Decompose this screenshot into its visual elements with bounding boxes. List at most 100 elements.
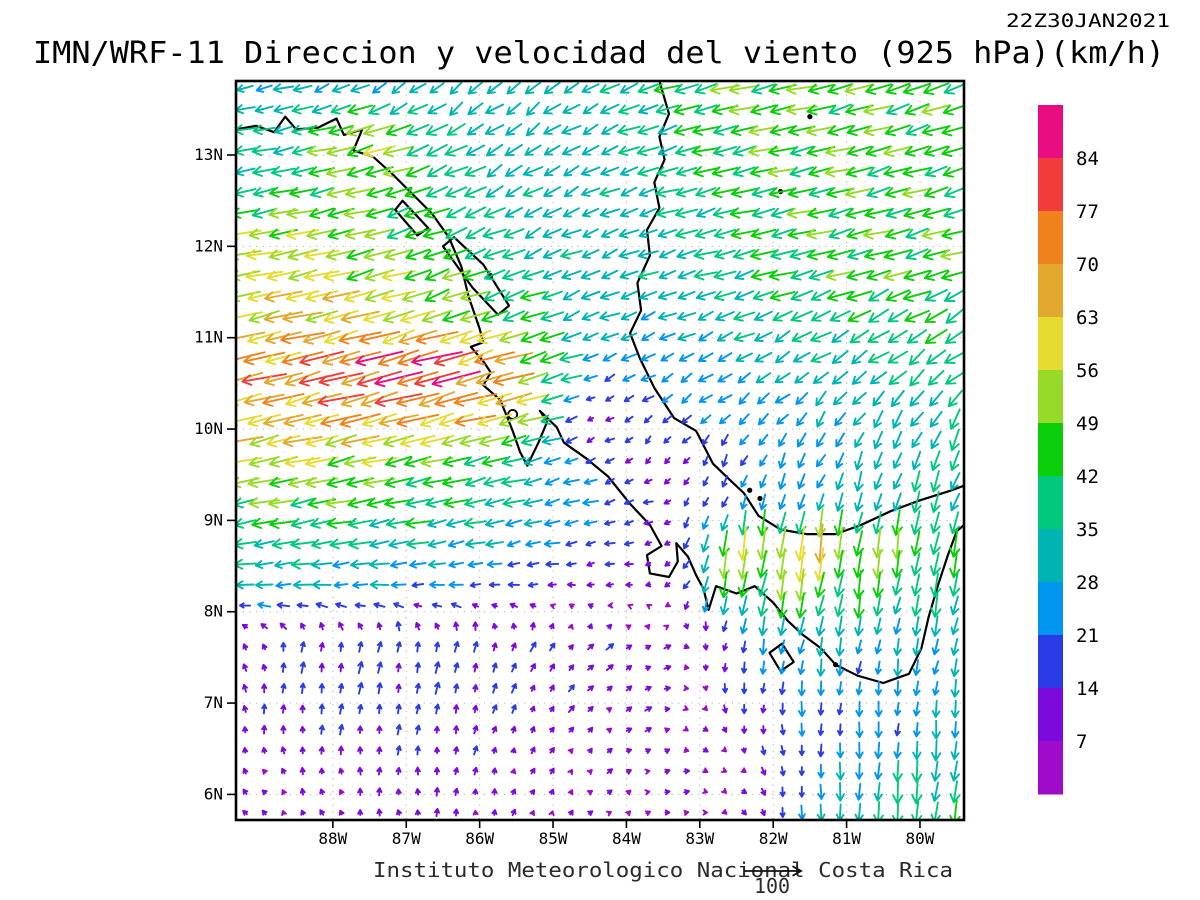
wind-vector	[291, 104, 314, 115]
wind-vector	[863, 104, 894, 116]
wind-vector	[543, 103, 562, 115]
wind-vector	[567, 748, 574, 755]
wind-vector	[890, 389, 905, 408]
wind-vector	[846, 124, 873, 137]
wind-vector	[719, 414, 731, 425]
wind-vector	[677, 332, 696, 342]
wind-vector	[525, 539, 541, 548]
wind-vector	[581, 249, 600, 259]
wind-vector	[273, 145, 294, 156]
wind-vector	[815, 454, 827, 468]
wind-vector	[562, 310, 580, 322]
wind-vector	[644, 768, 651, 775]
wind-vector	[434, 391, 479, 408]
wind-vector	[797, 473, 806, 490]
wind-vector	[700, 414, 712, 425]
wind-vector	[884, 228, 911, 240]
wind-vector	[366, 497, 393, 509]
wind-vector	[299, 350, 345, 367]
wind-vector	[779, 807, 786, 818]
wind-vector	[941, 270, 964, 282]
wind-vector	[868, 288, 889, 302]
wind-vector	[757, 594, 769, 617]
wind-vector	[941, 125, 964, 137]
wind-vector	[478, 435, 511, 448]
wind-vector	[433, 807, 441, 818]
wind-vector	[268, 497, 299, 509]
wind-vector	[910, 411, 924, 427]
wind-vector	[433, 766, 441, 776]
wind-vector	[520, 331, 546, 344]
wind-vector	[567, 623, 574, 630]
wind-vector	[299, 641, 306, 653]
wind-vector	[548, 788, 555, 795]
wind-vector	[302, 330, 341, 345]
wind-vector	[674, 83, 699, 95]
wind-vector	[776, 511, 788, 534]
wind-vector	[247, 290, 282, 303]
wind-vector	[892, 759, 903, 783]
colorbar-segment	[1038, 635, 1063, 689]
wind-vector	[517, 415, 549, 427]
wind-vector	[563, 395, 580, 404]
wind-vector	[466, 123, 484, 136]
wind-vector	[274, 125, 293, 135]
wind-vector	[845, 166, 873, 178]
wind-vector	[567, 809, 574, 816]
wind-vector	[643, 478, 653, 485]
wind-vector	[482, 249, 507, 261]
wind-vector	[867, 165, 891, 178]
wind-vector	[357, 787, 364, 796]
wind-vector	[376, 703, 383, 715]
wind-vector	[252, 187, 276, 198]
wind-vector	[465, 226, 486, 239]
wind-vector	[776, 592, 788, 619]
wind-vector	[702, 643, 709, 651]
wind-vector	[404, 269, 432, 282]
wind-vector	[873, 430, 884, 450]
wind-vector	[797, 639, 805, 655]
wind-vector	[674, 207, 699, 219]
wind-vector	[625, 727, 633, 734]
wind-vector	[845, 207, 874, 220]
wind-vector	[467, 560, 484, 569]
wind-vector	[681, 436, 692, 444]
wind-vector	[683, 622, 690, 630]
wind-vector	[580, 166, 601, 177]
wind-vector	[268, 517, 298, 530]
wind-vector	[854, 616, 864, 637]
wind-vector	[264, 331, 302, 345]
wind-vector	[474, 351, 515, 366]
wind-vector	[908, 348, 926, 366]
wind-vector	[777, 616, 787, 637]
wind-vector	[414, 662, 421, 674]
wind-vector	[600, 103, 620, 115]
wind-vector	[414, 809, 421, 816]
wind-vector	[382, 145, 415, 158]
wind-vector	[409, 560, 427, 569]
wind-vector	[645, 581, 652, 588]
wind-vector	[911, 759, 923, 783]
wind-vector	[663, 624, 670, 631]
wind-vector	[682, 580, 691, 590]
colorbar-label: 7	[1076, 731, 1087, 753]
wind-vector	[677, 311, 697, 321]
wind-vector	[931, 700, 941, 718]
wind-vector	[338, 621, 344, 631]
wind-vector	[661, 393, 674, 404]
wind-vector	[471, 602, 480, 609]
wind-vector	[472, 766, 479, 776]
wind-vector	[924, 308, 948, 323]
wind-vector	[404, 517, 431, 529]
wind-vector	[361, 413, 397, 428]
wind-vector	[658, 249, 676, 259]
wind-vector	[951, 721, 960, 739]
wind-vector	[464, 165, 487, 178]
wind-vector	[912, 701, 921, 717]
wind-vector	[366, 186, 393, 199]
wind-vector	[519, 350, 547, 365]
wind-vector	[530, 663, 536, 673]
wind-vector	[441, 290, 471, 303]
wind-vector	[831, 370, 849, 385]
wind-vector	[923, 269, 949, 281]
